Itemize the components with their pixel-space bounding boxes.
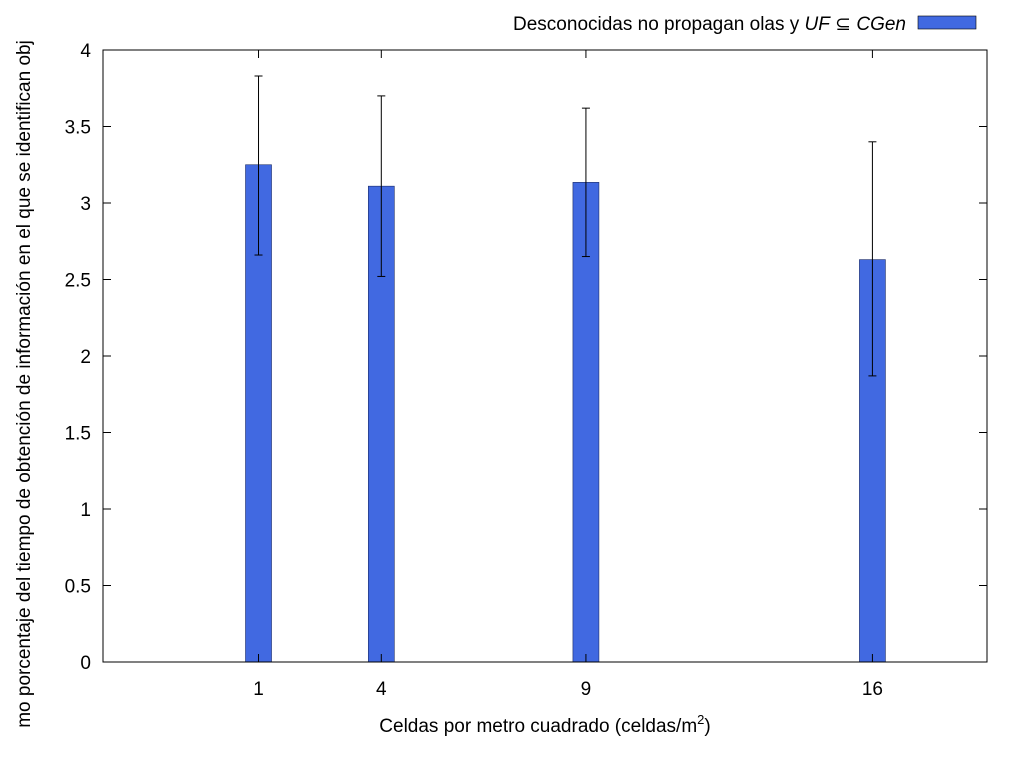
legend-label-prefix: Desconocidas no propagan olas y	[513, 14, 805, 35]
x-axis-label-superscript: 2	[697, 712, 704, 727]
x-tick-label: 9	[581, 679, 592, 700]
x-tick-label: 4	[376, 679, 387, 700]
legend-label-subset: ⊆	[830, 14, 856, 35]
legend-label-uf: UF	[805, 14, 832, 35]
y-tick-label: 3	[80, 194, 91, 215]
y-axis-label: mo porcentaje del tiempo de obtención de…	[14, 40, 35, 728]
x-tick-label: 16	[862, 679, 883, 700]
y-tick-label: 2	[80, 347, 91, 368]
x-axis-label-text: Celdas por metro cuadrado (celdas/m	[379, 716, 697, 737]
x-axis-label-close: )	[704, 716, 710, 737]
legend: Desconocidas no propagan olas y UF ⊆ CGe…	[513, 14, 977, 35]
legend-label-cgen: CGen	[856, 14, 906, 35]
bars-layer	[245, 164, 886, 663]
x-tick-label: 1	[253, 679, 264, 700]
y-tick-label: 2.5	[65, 271, 91, 292]
y-tick-label: 1	[80, 500, 91, 521]
y-tick-label: 0	[80, 653, 91, 674]
y-axis-ticks: 0 0.5 1 1.5 2 2.5 3 3.5 4	[65, 41, 987, 674]
error-bars-layer	[254, 75, 877, 377]
y-tick-label: 1.5	[65, 424, 91, 445]
legend-label: Desconocidas no propagan olas y UF ⊆ CGe…	[513, 14, 906, 35]
x-axis-label: Celdas por metro cuadrado (celdas/m2)	[379, 712, 710, 737]
plot-area-border	[102, 49, 988, 663]
legend-swatch	[917, 15, 977, 30]
x-axis-ticks: 1 4 9 16	[253, 50, 883, 700]
y-tick-label: 3.5	[65, 118, 91, 139]
y-tick-label: 0.5	[65, 577, 91, 598]
y-tick-label: 4	[80, 41, 91, 62]
